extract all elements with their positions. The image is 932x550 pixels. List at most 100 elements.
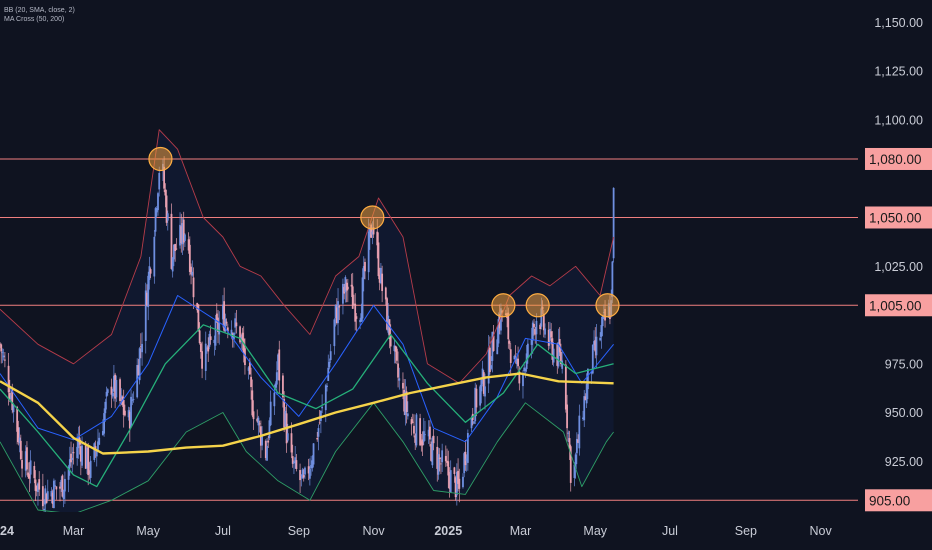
candle — [258, 420, 261, 433]
candle-body — [234, 318, 237, 328]
candle — [33, 461, 36, 484]
candle-body — [44, 488, 47, 505]
candle — [551, 331, 554, 365]
candle-body — [431, 437, 434, 466]
legend-ma-cross[interactable]: MA Cross (50, 200) — [4, 16, 65, 23]
candle — [594, 327, 597, 359]
candle-body — [43, 508, 45, 511]
candle — [1, 348, 4, 364]
candle — [550, 323, 553, 345]
candle — [497, 312, 500, 348]
time-axis[interactable]: 2024 Mar May Jul Sep Nov 2025 Mar May Jul Sep Nov — [0, 512, 858, 550]
candle-body — [539, 324, 542, 329]
candle — [277, 353, 279, 380]
candle — [599, 332, 602, 342]
candle-body — [158, 172, 161, 190]
candle — [275, 361, 278, 395]
candle-body — [144, 290, 147, 341]
candle-body — [110, 386, 113, 395]
candle-body — [138, 348, 141, 381]
candle-body — [574, 454, 577, 470]
candle-body — [346, 286, 349, 290]
horizontal-levels[interactable] — [0, 158, 858, 501]
candle-body — [16, 406, 19, 432]
candle-body — [594, 340, 597, 352]
candle-body — [284, 410, 287, 427]
time-tick-label: Sep — [288, 524, 310, 538]
candle-body — [517, 358, 519, 367]
candle — [438, 448, 441, 472]
candle-body — [277, 354, 279, 370]
candle-body — [337, 301, 339, 324]
candle-body — [50, 490, 53, 497]
candle — [567, 430, 570, 442]
time-tick-label: Jul — [215, 524, 231, 538]
candle — [364, 258, 366, 280]
candle — [130, 389, 132, 428]
candle — [52, 478, 55, 509]
candle-body — [586, 368, 589, 390]
candle-body — [453, 467, 456, 474]
price-tick-label: 1,025.00 — [874, 260, 923, 274]
candle-body — [441, 450, 444, 463]
candle — [88, 462, 91, 480]
time-tick-label: Nov — [362, 524, 385, 538]
candle — [251, 379, 254, 418]
candle-body — [239, 326, 241, 343]
candle-body — [300, 474, 303, 476]
candle-body — [278, 349, 281, 381]
candle-body — [33, 465, 36, 479]
time-tick-label: Nov — [809, 524, 832, 538]
candle — [350, 273, 353, 298]
candle-body — [119, 379, 121, 402]
candle-body — [173, 244, 175, 260]
candle-body — [361, 277, 364, 319]
candle — [37, 482, 39, 506]
ma200-line — [0, 372, 614, 455]
candle — [45, 492, 48, 504]
candle-body — [29, 460, 32, 475]
candle-body — [217, 317, 219, 333]
candle-body — [550, 331, 553, 338]
candle — [147, 271, 150, 321]
candle — [378, 267, 381, 291]
candle-body — [437, 454, 440, 475]
candle-body — [430, 444, 433, 461]
candle-body — [244, 348, 246, 366]
level-labels: 1,080.00 1,050.00 1,005.00 905.00 — [865, 147, 932, 512]
legend-bollinger-bands[interactable]: BB (20, SMA, close, 2) — [4, 7, 75, 14]
candle-body — [224, 318, 227, 332]
candle — [584, 393, 587, 401]
candle — [386, 296, 388, 331]
candle — [329, 344, 332, 363]
time-tick-label: 2024 — [0, 524, 14, 538]
candle-body — [154, 208, 157, 232]
highlight-circle-2 — [360, 205, 385, 230]
candle-body — [317, 428, 320, 437]
candle-body — [540, 308, 543, 327]
candle-body — [395, 348, 398, 361]
candle — [362, 256, 365, 292]
candle-body — [355, 316, 358, 319]
indicator-legend[interactable]: BB (20, SMA, close, 2) MA Cross (50, 200… — [4, 6, 75, 24]
candle — [217, 309, 219, 344]
candle-body — [274, 383, 277, 388]
candle — [0, 341, 1, 348]
candle-body — [455, 471, 458, 496]
candle-body — [343, 287, 346, 294]
price-axis[interactable]: 1,150.00 1,125.00 1,100.00 1,050.00 1,025.00… — [858, 0, 932, 550]
candle-body — [190, 266, 192, 275]
candle — [577, 434, 579, 444]
candle-body — [492, 335, 495, 351]
candle — [247, 366, 250, 380]
candle-body — [37, 483, 39, 493]
candle-body — [17, 427, 20, 443]
candle-body — [404, 391, 407, 416]
candle-body — [209, 336, 212, 341]
candle-body — [163, 166, 166, 189]
candle-body — [24, 451, 27, 471]
candle — [17, 420, 20, 446]
time-tick-label: Jul — [662, 524, 678, 538]
candle — [405, 386, 408, 424]
